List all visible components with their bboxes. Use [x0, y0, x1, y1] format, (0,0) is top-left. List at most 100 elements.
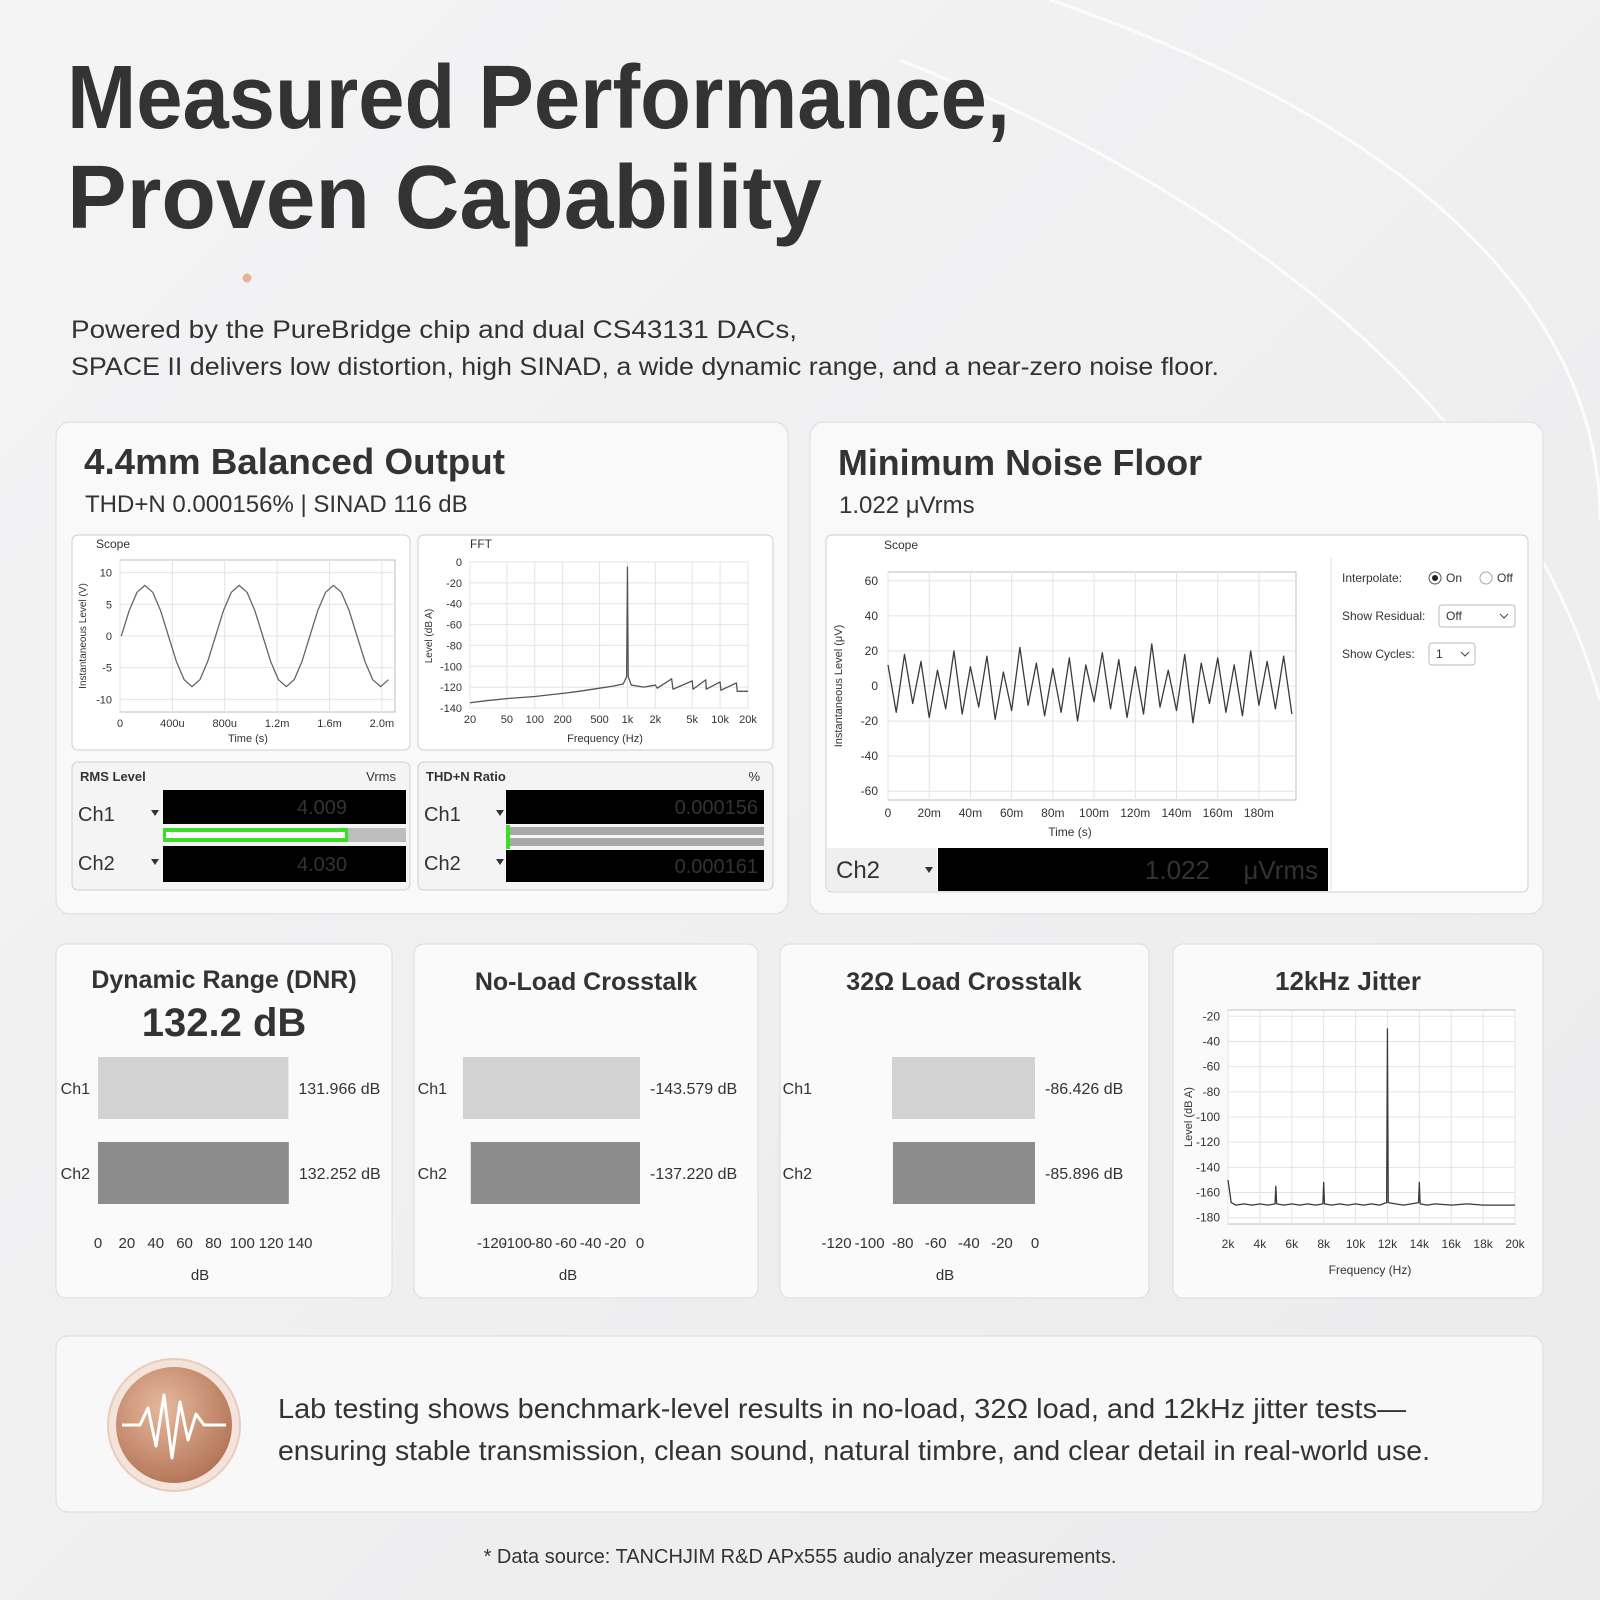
value-label: -143.579 dB [650, 1081, 737, 1098]
data-line [469, 566, 748, 704]
intro-line: SPACE II delivers low distortion, high S… [71, 353, 1219, 381]
x-tick-label: 500 [590, 714, 608, 726]
category-label: Ch2 [418, 1166, 447, 1183]
x-axis-label: Time (s) [1048, 825, 1092, 839]
x-axis-label: dB [191, 1267, 209, 1284]
data-line [1227, 1028, 1515, 1206]
data-line [120, 584, 389, 688]
panel-subtitle: 1.022 μVrms [839, 492, 975, 519]
bar [892, 1142, 1035, 1204]
card [55, 943, 393, 1299]
x-tick-label: 120m [1120, 806, 1150, 820]
chart-title: 12kHz Jitter [1275, 966, 1421, 996]
category-label: Ch1 [418, 1081, 447, 1098]
meter-display [938, 848, 1328, 891]
category-label: Ch1 [783, 1081, 812, 1098]
y-axis-label: Level (dB A) [424, 609, 435, 663]
x-tick-label: -100 [855, 1235, 885, 1252]
x-tick-label: -20 [604, 1235, 626, 1252]
radio-button[interactable] [1479, 571, 1493, 585]
select-box[interactable] [1428, 642, 1476, 666]
chevron [1499, 613, 1509, 619]
meter-reading: 4.009 [297, 797, 347, 819]
control-label: Interpolate: [1342, 571, 1402, 585]
y-tick-label: -140 [1196, 1160, 1220, 1174]
x-tick-label: 2k [1222, 1237, 1236, 1251]
x-tick-label: -120 [822, 1235, 852, 1252]
meter-display [163, 846, 406, 882]
x-tick-label: 8k [1317, 1237, 1331, 1251]
y-tick-label: -20 [1203, 1009, 1221, 1023]
y-tick-label: -60 [861, 784, 879, 798]
x-tick-label: 20k [1505, 1237, 1525, 1251]
x-tick-label: 80 [205, 1235, 222, 1252]
title-line: Proven Capability [67, 148, 822, 248]
x-tick-label: -100 [502, 1235, 532, 1252]
panel-title: 4.4mm Balanced Output [84, 441, 505, 482]
meter-title: THD+N Ratio [426, 769, 506, 784]
x-tick-label: 20m [918, 806, 941, 820]
select-box[interactable] [1438, 604, 1516, 628]
x-tick-label: 140m [1161, 806, 1191, 820]
y-tick-label: 60 [865, 574, 879, 588]
x-axis-label: Frequency (Hz) [1329, 1263, 1412, 1277]
y-tick-label: -180 [1196, 1211, 1220, 1225]
banner-line: ensuring stable transmission, clean soun… [278, 1435, 1430, 1466]
x-tick-label: 4k [1254, 1237, 1268, 1251]
control-label: Show Residual: [1342, 609, 1425, 623]
x-tick-label: 20 [119, 1235, 136, 1252]
y-tick-label: -100 [1196, 1110, 1220, 1124]
value-label: -85.896 dB [1045, 1166, 1123, 1183]
x-tick-label: 160m [1203, 806, 1233, 820]
x-tick-label: 14k [1410, 1237, 1430, 1251]
value-label: 131.966 dB [298, 1081, 380, 1098]
dropdown-arrow [151, 810, 159, 816]
select-value: 1 [1436, 647, 1443, 661]
chart-title: Dynamic Range (DNR) [91, 966, 356, 994]
dropdown-arrow [496, 859, 504, 865]
control-option: Off [1497, 571, 1513, 585]
select-value: Off [1446, 609, 1462, 623]
control-label: Show Cycles: [1342, 647, 1415, 661]
bar [892, 1057, 1035, 1119]
chart-title: FFT [470, 537, 493, 551]
decor-arc [899, 0, 1600, 701]
source-note: * Data source: TANCHJIM R&D APx555 audio… [484, 1546, 1117, 1568]
meter-reading: 1.022 [1145, 855, 1210, 885]
x-tick-label: -40 [958, 1235, 980, 1252]
panel-subtitle: THD+N 0.000156% | SINAD 116 dB [85, 491, 468, 518]
y-tick-label: 0 [871, 679, 878, 693]
value-label: 132.252 dB [299, 1166, 381, 1183]
x-tick-label: -120 [477, 1235, 507, 1252]
x-tick-label: 800u [213, 718, 237, 730]
x-tick-label: 10k [711, 714, 729, 726]
x-tick-label: -60 [555, 1235, 577, 1252]
panel-title: Minimum Noise Floor [838, 442, 1202, 483]
x-tick-label: 6k [1285, 1237, 1299, 1251]
y-tick-label: -40 [1203, 1034, 1221, 1048]
x-tick-label: 0 [1031, 1235, 1039, 1252]
category-label: Ch1 [61, 1081, 90, 1098]
dropdown-arrow [925, 867, 933, 873]
value-label: -137.220 dB [650, 1166, 737, 1183]
meter-channel: Ch2 [424, 853, 461, 875]
x-tick-label: -80 [530, 1235, 552, 1252]
y-tick-label: 0 [106, 631, 112, 643]
y-tick-label: -40 [861, 749, 879, 763]
x-axis-label: Time (s) [228, 733, 268, 745]
y-tick-label: -40 [446, 599, 462, 611]
y-tick-label: -80 [1203, 1085, 1221, 1099]
x-tick-label: 0 [117, 718, 123, 730]
y-tick-label: -60 [446, 620, 462, 632]
x-tick-label: 100m [1079, 806, 1109, 820]
level-track [506, 838, 764, 846]
x-tick-label: 0 [885, 806, 892, 820]
category-label: Ch2 [783, 1166, 812, 1183]
chart-title: No-Load Crosstalk [475, 968, 697, 996]
category-label: Ch2 [61, 1166, 90, 1183]
channel-select[interactable] [827, 848, 937, 891]
level-indicator [506, 825, 510, 849]
bar [470, 1142, 640, 1204]
